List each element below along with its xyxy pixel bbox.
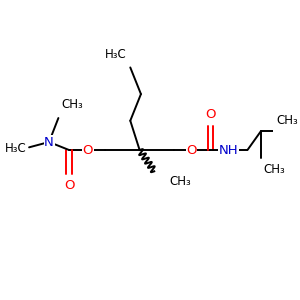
Text: O: O xyxy=(64,179,74,192)
Text: O: O xyxy=(82,143,93,157)
Text: NH: NH xyxy=(219,143,239,157)
Text: CH₃: CH₃ xyxy=(277,114,298,128)
Text: H₃C: H₃C xyxy=(104,48,126,61)
Text: H₃C: H₃C xyxy=(5,142,26,155)
Text: CH₃: CH₃ xyxy=(169,175,190,188)
Text: CH₃: CH₃ xyxy=(61,98,83,111)
Text: O: O xyxy=(186,143,197,157)
Text: O: O xyxy=(205,108,215,121)
Text: N: N xyxy=(44,136,54,148)
Text: CH₃: CH₃ xyxy=(263,163,285,176)
